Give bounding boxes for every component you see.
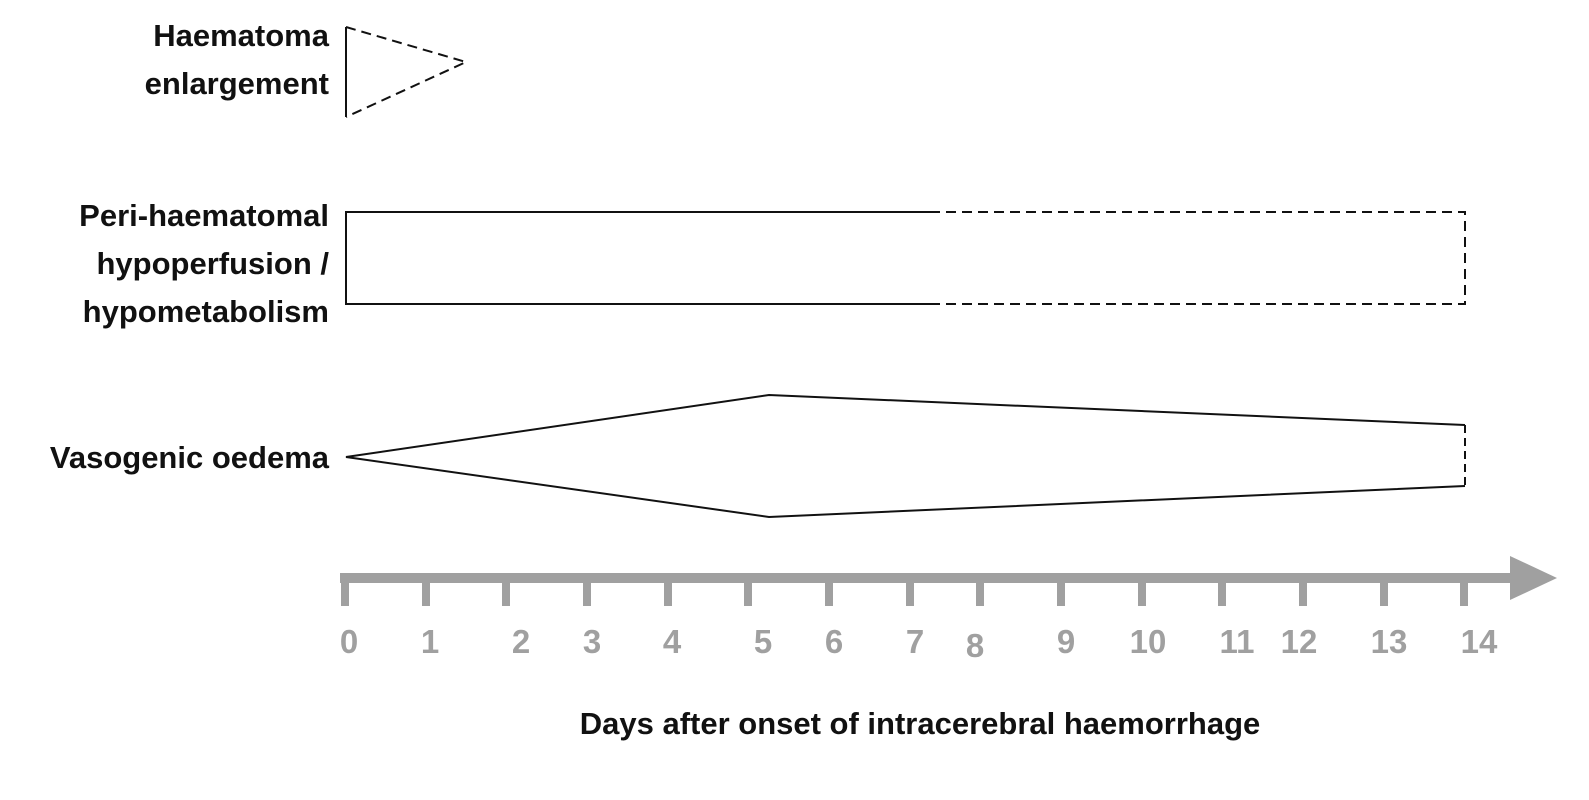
axis-tick-labels: 0 1 2 3 4 5 6 7 8 9 10 11 12 13 14 — [340, 623, 1498, 664]
axis-tick-label: 5 — [754, 623, 772, 660]
axis-tick-label: 9 — [1057, 623, 1075, 660]
axis-tick — [1460, 576, 1468, 606]
label-line: Vasogenic oedema — [49, 440, 329, 475]
label-line: enlargement — [144, 66, 329, 101]
oedema-solid-part — [345, 393, 1466, 519]
oedema-shape — [345, 393, 1466, 519]
x-axis-label: Days after onset of intracerebral haemor… — [579, 706, 1261, 741]
haematoma-dashed-edge — [345, 26, 469, 118]
axis-tick-label: 13 — [1371, 623, 1408, 660]
label-line: hypometabolism — [82, 294, 329, 329]
axis-tick — [1218, 576, 1226, 606]
axis-tick-label: 7 — [906, 623, 924, 660]
axis-tick — [583, 576, 591, 606]
label-peri-haematomal: Peri-haematomal hypoperfusion / hypometa… — [79, 192, 329, 336]
label-line: hypoperfusion / — [96, 246, 330, 281]
axis-tick — [664, 576, 672, 606]
time-axis: 0 1 2 3 4 5 6 7 8 9 10 11 12 13 14 — [340, 556, 1557, 664]
axis-tick — [1299, 576, 1307, 606]
label-vasogenic-oedema: Vasogenic oedema — [50, 434, 329, 482]
axis-tick — [422, 576, 430, 606]
axis-tick — [502, 576, 510, 606]
hypoperfusion-solid-part — [345, 211, 930, 305]
haematoma-enlargement-shape — [345, 26, 469, 118]
axis-tick-label: 6 — [825, 623, 843, 660]
axis-tick — [1380, 576, 1388, 606]
axis-tick-label: 0 — [340, 623, 358, 660]
axis-tick — [744, 576, 752, 606]
axis-line — [340, 573, 1512, 583]
axis-tick-label: 11 — [1220, 623, 1255, 660]
axis-tick — [341, 576, 349, 606]
axis-tick — [906, 576, 914, 606]
axis-tick-label: 1 — [421, 623, 439, 660]
axis-tick-label: 10 — [1130, 623, 1167, 660]
hypoperfusion-dashed-part — [930, 211, 1466, 305]
label-line: Peri-haematomal — [79, 198, 329, 233]
label-line: Haematoma — [153, 18, 329, 53]
axis-tick-label: 8 — [966, 627, 984, 664]
axis-tick-label: 14 — [1461, 623, 1498, 660]
hypoperfusion-shape — [345, 211, 1466, 305]
label-haematoma-enlargement: Haematoma enlargement — [145, 12, 329, 108]
axis-tick — [1138, 576, 1146, 606]
axis-tick-label: 4 — [663, 623, 682, 660]
axis-arrowhead — [1510, 556, 1557, 600]
axis-tick — [825, 576, 833, 606]
axis-tick — [976, 576, 984, 606]
axis-tick-label: 12 — [1281, 623, 1318, 660]
axis-tick-label: 2 — [512, 623, 530, 660]
axis-tick — [1057, 576, 1065, 606]
axis-tick-label: 3 — [583, 623, 601, 660]
axis-ticks — [341, 576, 1468, 606]
